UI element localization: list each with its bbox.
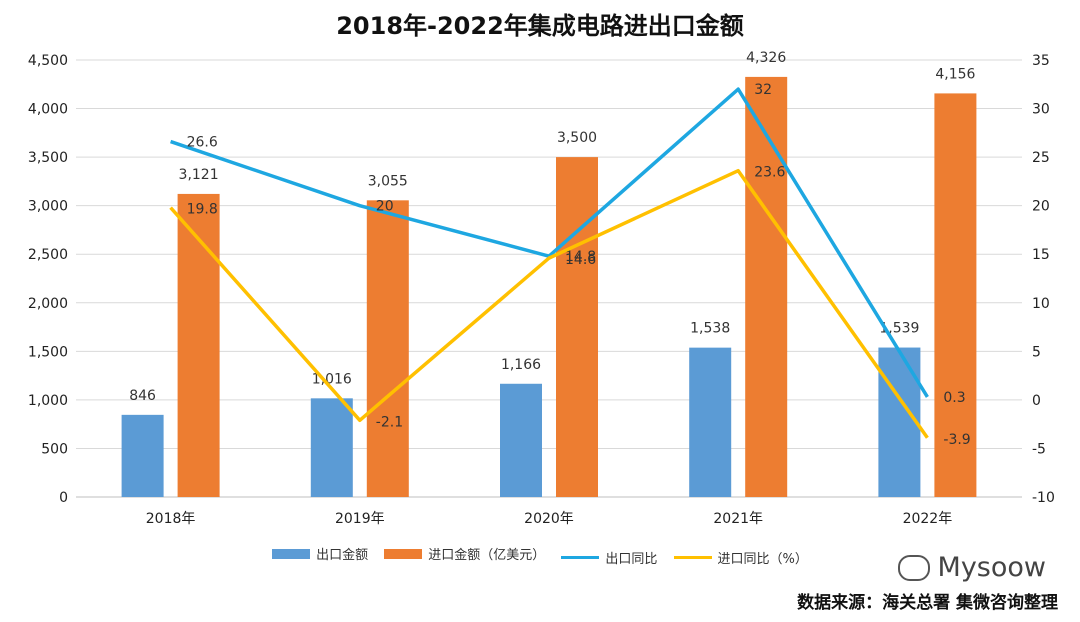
data-label-import-yoy: 19.8	[187, 202, 218, 218]
y-left-tick-label: 2,500	[28, 247, 68, 263]
bar-import	[745, 76, 788, 497]
data-label-import: 3,055	[368, 173, 408, 189]
y-left-tick-label: 500	[41, 441, 68, 457]
legend-item-import-amount: 进口金额（亿美元）	[384, 544, 545, 563]
legend-swatch-import-yoy	[673, 555, 712, 559]
bar-export	[689, 347, 732, 497]
y-left-tick-label: 3,500	[28, 150, 68, 166]
data-label-export-yoy: 20	[376, 199, 394, 215]
bar-import	[934, 93, 977, 497]
bar-export	[121, 414, 164, 497]
legend-item-import-yoy: 进口同比（%）	[673, 548, 808, 567]
data-label-import: 4,326	[746, 50, 786, 66]
data-label-import: 3,121	[179, 167, 219, 183]
x-tick-label: 2022年	[903, 511, 953, 527]
legend-label-import-yoy: 进口同比（%）	[717, 551, 808, 567]
x-tick-label: 2019年	[335, 511, 385, 527]
y-left-tick-label: 4,500	[28, 53, 68, 69]
y-right-tick-label: 5	[1032, 344, 1041, 360]
legend-item-export-amount: 出口金额	[272, 544, 368, 563]
bar-export	[878, 347, 921, 497]
data-label-import-yoy: 14.6	[565, 252, 596, 268]
bar-export	[310, 398, 353, 497]
legend-label-export-yoy: 出口同比	[605, 551, 658, 567]
bar-import	[177, 193, 220, 497]
watermark: Mysoow	[897, 552, 1046, 583]
y-right-tick-label: 35	[1032, 53, 1050, 69]
bar-import	[366, 200, 409, 497]
y-right-tick-label: 25	[1032, 150, 1050, 166]
bar-export	[500, 383, 542, 497]
y-right-tick-label: 30	[1032, 102, 1050, 118]
legend-label-import-amount: 进口金额（亿美元）	[428, 548, 546, 563]
source-note: 数据来源：海关总署 集微咨询整理	[797, 593, 1058, 613]
data-label-export-yoy: 14.8	[565, 249, 596, 265]
data-label-import: 4,156	[935, 66, 975, 82]
watermark-text: Mysoow	[937, 552, 1046, 583]
x-tick-label: 2018年	[146, 511, 196, 527]
data-label-export-yoy: 32	[754, 82, 772, 98]
y-left-tick-label: 3,000	[28, 199, 68, 215]
legend-swatch-export-amount	[272, 548, 311, 559]
bar-import	[556, 157, 598, 497]
legend-item-export-yoy: 出口同比	[561, 548, 657, 567]
y-left-tick-label: 4,000	[28, 102, 68, 118]
y-right-tick-label: 20	[1032, 199, 1050, 215]
data-label-import-yoy: -3.9	[943, 432, 970, 448]
line-export-yoy	[170, 87, 929, 398]
y-right-tick-label: 0	[1032, 393, 1041, 409]
x-tick-label: 2020年	[524, 511, 574, 527]
wechat-icon	[897, 554, 930, 581]
y-right-tick-label: 15	[1032, 247, 1050, 263]
y-left-tick-label: 1,000	[28, 393, 68, 409]
legend-swatch-import-amount	[384, 548, 423, 559]
y-right-tick-label: -5	[1032, 441, 1046, 457]
legend: 出口金额 进口金额（亿美元） 出口同比 进口同比（%）	[0, 544, 1080, 567]
data-label-export-yoy: 0.3	[943, 390, 965, 406]
legend-swatch-export-yoy	[561, 555, 600, 559]
data-label-import: 3,500	[557, 130, 597, 146]
y-left-tick-label: 2,000	[28, 296, 68, 312]
data-label-export: 1,538	[690, 321, 730, 337]
y-right-tick-label: -10	[1032, 490, 1055, 506]
y-left-tick-label: 1,500	[28, 344, 68, 360]
data-label-export-yoy: 26.6	[187, 135, 218, 151]
data-label-export: 1,166	[501, 357, 541, 373]
x-tick-label: 2021年	[713, 511, 763, 527]
legend-label-export-amount: 出口金额	[316, 548, 369, 563]
chart-title: 2018年-2022年集成电路进出口金额	[336, 12, 744, 40]
y-right-tick-label: 10	[1032, 296, 1050, 312]
data-label-export: 846	[129, 388, 156, 404]
line-import-yoy	[169, 168, 929, 439]
data-label-import-yoy: 23.6	[754, 165, 785, 181]
y-left-tick-label: 0	[59, 490, 68, 506]
data-label-import-yoy: -2.1	[376, 414, 403, 430]
